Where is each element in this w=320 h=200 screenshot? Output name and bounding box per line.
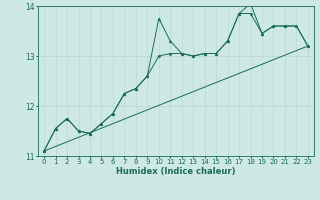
X-axis label: Humidex (Indice chaleur): Humidex (Indice chaleur) bbox=[116, 167, 236, 176]
